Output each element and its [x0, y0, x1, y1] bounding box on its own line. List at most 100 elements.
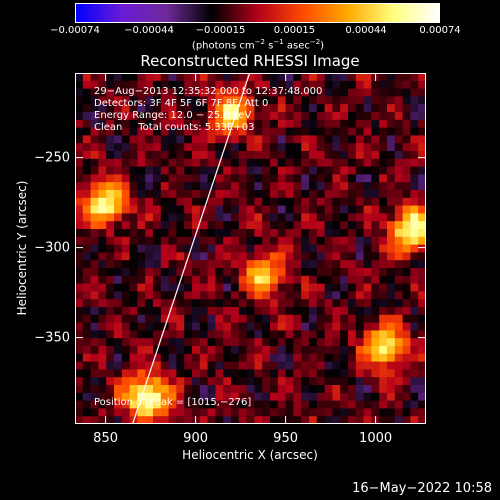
heatmap-cell: [184, 80, 193, 89]
heatmap-cell: [121, 158, 130, 167]
heatmap-cell: [192, 268, 201, 277]
heatmap-cell: [121, 182, 130, 191]
heatmap-cell: [238, 416, 247, 424]
heatmap-cell: [207, 143, 216, 152]
heatmap-cell: [246, 408, 255, 417]
heatmap-cell: [82, 151, 91, 160]
heatmap-cell: [246, 229, 255, 238]
heatmap-cell: [316, 291, 325, 300]
heatmap-cell: [418, 127, 426, 136]
heatmap-cell: [137, 127, 146, 136]
heatmap-cell: [207, 213, 216, 222]
heatmap-cell: [145, 338, 154, 347]
heatmap-cell: [246, 143, 255, 152]
heatmap-cell: [309, 244, 318, 253]
heatmap-cell: [418, 197, 426, 206]
heatmap-cell: [106, 330, 115, 339]
heatmap-cell: [121, 127, 130, 136]
heatmap-cell: [90, 119, 99, 128]
heatmap-cell: [192, 385, 201, 394]
heatmap-cell: [332, 314, 341, 323]
heatmap-cell: [137, 385, 146, 394]
heatmap-cell: [184, 127, 193, 136]
heatmap-cell: [371, 385, 380, 394]
heatmap-cell: [75, 244, 84, 253]
heatmap-cell: [348, 408, 357, 417]
heatmap-cell: [90, 408, 99, 417]
heatmap-cell: [75, 416, 84, 424]
heatmap-cell: [82, 275, 91, 284]
heatmap-cell: [223, 346, 232, 355]
heatmap-cell: [82, 190, 91, 199]
heatmap-cell: [168, 392, 177, 401]
heatmap-cell: [231, 244, 240, 253]
heatmap-cell: [301, 307, 310, 316]
heatmap-cell: [192, 221, 201, 230]
heatmap-cell: [137, 346, 146, 355]
heatmap-cell: [332, 330, 341, 339]
heatmap-cell: [363, 392, 372, 401]
heatmap-cell: [262, 88, 271, 97]
heatmap-cell: [379, 127, 388, 136]
heatmap-cell: [402, 353, 411, 362]
heatmap-cell: [418, 88, 426, 97]
heatmap-cell: [114, 197, 123, 206]
heatmap-cell: [402, 314, 411, 323]
heatmap-cell: [254, 205, 263, 214]
heatmap-cell: [418, 112, 426, 121]
heatmap-cell: [207, 88, 216, 97]
heatmap-cell: [160, 361, 169, 370]
heatmap-cell: [199, 268, 208, 277]
heatmap-cell: [254, 275, 263, 284]
heatmap-cell: [410, 151, 419, 160]
heatmap-cell: [324, 252, 333, 261]
heatmap-cell: [340, 112, 349, 121]
heatmap-cell: [277, 112, 286, 121]
heatmap-cell: [285, 151, 294, 160]
heatmap-cell: [293, 392, 302, 401]
heatmap-cell: [410, 197, 419, 206]
heatmap-cell: [106, 88, 115, 97]
heatmap-cell: [238, 338, 247, 347]
heatmap-cell: [207, 268, 216, 277]
heatmap-cell: [316, 252, 325, 261]
heatmap-cell: [316, 112, 325, 121]
heatmap-cell: [231, 190, 240, 199]
heatmap-cell: [121, 252, 130, 261]
heatmap-cell: [355, 291, 364, 300]
heatmap-cell: [309, 283, 318, 292]
heatmap-cell: [254, 322, 263, 331]
heatmap-cell: [379, 291, 388, 300]
heatmap-cell: [246, 197, 255, 206]
heatmap-cell: [192, 361, 201, 370]
heatmap-cell: [270, 299, 279, 308]
heatmap-cell: [75, 80, 84, 89]
heatmap-cell: [215, 338, 224, 347]
heatmap-cell: [192, 119, 201, 128]
heatmap-cell: [394, 275, 403, 284]
heatmap-cell: [90, 205, 99, 214]
heatmap-cell: [75, 151, 84, 160]
heatmap-cell: [215, 283, 224, 292]
heatmap-cell: [316, 236, 325, 245]
heatmap-cell: [199, 353, 208, 362]
heatmap-cell: [137, 213, 146, 222]
heatmap-cell: [129, 268, 138, 277]
heatmap-cell: [238, 283, 247, 292]
heatmap-cell: [394, 80, 403, 89]
heatmap-cell: [293, 190, 302, 199]
heatmap-cell: [293, 244, 302, 253]
heatmap-cell: [254, 151, 263, 160]
heatmap-cell: [176, 268, 185, 277]
heatmap-cell: [309, 338, 318, 347]
heatmap-cell: [418, 252, 426, 261]
heatmap-cell: [387, 174, 396, 183]
heatmap-cell: [129, 151, 138, 160]
heatmap-cell: [114, 96, 123, 105]
colorbar-tick-label: −0.00044: [124, 25, 174, 36]
heatmap-cell: [199, 400, 208, 409]
heatmap-cell: [184, 119, 193, 128]
heatmap-cell: [246, 73, 255, 82]
heatmap-cell: [246, 392, 255, 401]
heatmap-cell: [394, 307, 403, 316]
